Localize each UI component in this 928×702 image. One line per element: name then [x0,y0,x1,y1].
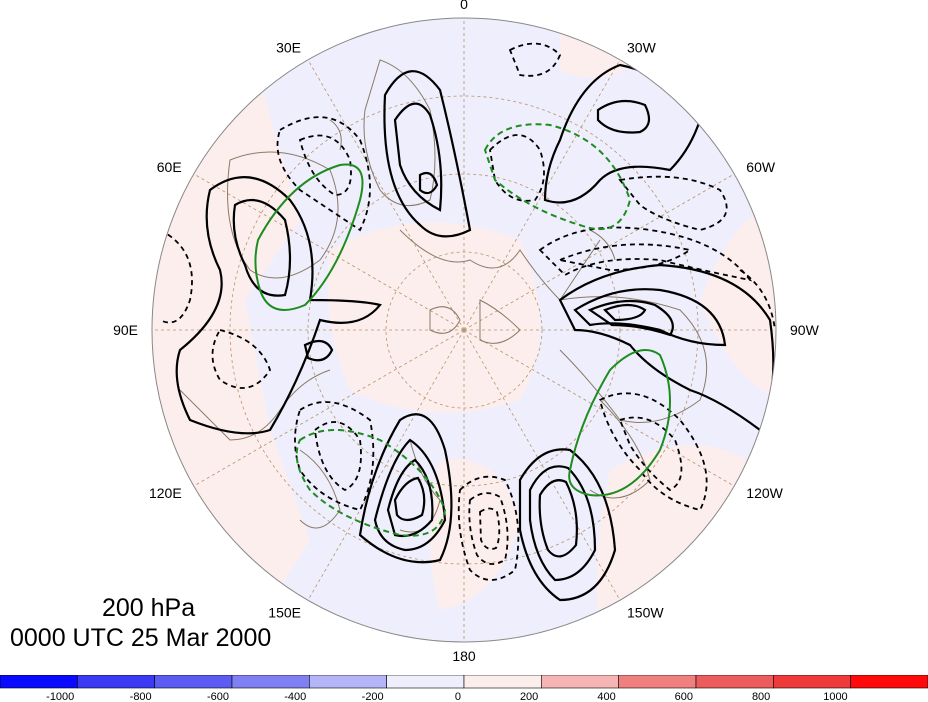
longitude-label: 0 [460,0,468,12]
longitude-label: 150W [627,604,664,620]
longitude-label: 120W [746,485,783,501]
longitude-label: 60E [157,159,182,175]
colorbar-segment [850,675,928,689]
longitude-label: 120E [149,485,182,501]
colorbar: -1000 -800 -600 -400 -200 0 200 400 600 800 1000 [0,675,928,702]
colorbar-tick-label: 400 [597,691,615,702]
colorbar-segment [231,675,310,689]
longitude-label: 30E [276,40,301,56]
colorbar-tick-label: -600 [207,691,229,702]
green-contours [254,123,671,537]
latitude-circle [385,251,543,409]
longitude-label: 150E [268,604,301,620]
colorbar-tick-label: 800 [752,691,770,702]
map-outline [151,17,777,643]
colorbar-segment [77,675,155,689]
colorbar-tick-label: 0 [455,691,461,702]
longitude-label: 30W [627,40,657,56]
longitude-label: 90E [113,322,138,338]
graticule [152,18,776,642]
meridian-line [307,59,465,331]
colorbar-segment [695,675,774,689]
colorbar-segment [154,675,233,689]
colorbar-segment [618,675,697,689]
longitude-label: 90W [790,322,820,338]
colorbar-segment [773,675,851,689]
valid-time-caption: 0000 UTC 25 Mar 2000 [10,624,272,652]
colorbar-segment [386,675,465,689]
meridian-line [463,173,735,331]
colorbar-tick-label: -800 [130,691,152,702]
longitude-labels: 0 30W 60W 90W 120W 150W 180 150E 120E 90E 60E 30E [113,0,819,664]
positive-contours [175,63,775,602]
colorbar-tick-label: 1000 [823,691,847,702]
colorbar-tick-label: 600 [675,691,693,702]
latitude-circle [229,95,699,565]
longitude-label: 180 [452,648,476,664]
colorbar-segment [309,675,387,689]
colorbar-segment [0,675,78,689]
latitude-circle [307,173,621,487]
colorbar-tick-label: -400 [284,691,306,702]
colorbar-segment [541,675,619,689]
longitude-label: 60W [746,159,776,175]
meridian-line [463,329,735,487]
colorbar-segment [463,675,542,689]
colorbar-tick-label: -200 [362,691,384,702]
colorbar-tick-label: 200 [520,691,538,702]
colorbar-tick-label: -1000 [46,691,74,702]
pressure-level-caption: 200 hPa [102,594,196,622]
